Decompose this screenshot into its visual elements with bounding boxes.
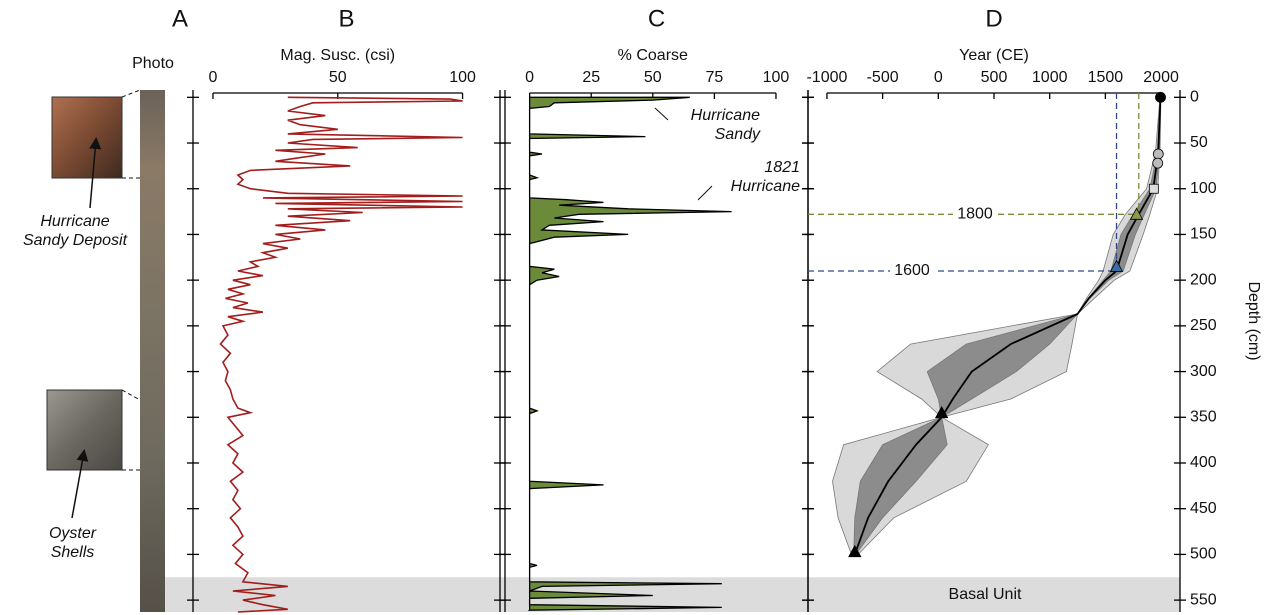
- leader-line: [697, 185, 713, 201]
- date-marker: [1129, 207, 1144, 220]
- date-marker: [1148, 183, 1159, 194]
- x-tick-label: 2000: [1143, 69, 1179, 86]
- depth-tick-label: 400: [1190, 454, 1217, 471]
- x-tick-label: 100: [449, 69, 476, 86]
- photo-inset: [46, 389, 123, 471]
- panel-letter: C: [648, 5, 665, 32]
- coarse-area: [527, 96, 732, 611]
- x-axis-label: Year (CE): [959, 47, 1029, 64]
- arrow: [71, 449, 89, 519]
- depth-tick-label: 350: [1190, 408, 1217, 425]
- x-tick-label: 50: [644, 69, 662, 86]
- x-tick-label: 1500: [1088, 69, 1124, 86]
- x-tick-label: 25: [582, 69, 600, 86]
- depth-tick-label: 150: [1190, 226, 1217, 243]
- photo-label: Photo: [132, 55, 174, 72]
- x-tick-label: 75: [705, 69, 723, 86]
- annotation: Hurricane Sandy: [690, 107, 760, 143]
- x-axis-label: Mag. Susc. (csi): [280, 47, 395, 64]
- annotation: Oyster Shells: [48, 525, 97, 561]
- depth-tick-label: 550: [1190, 591, 1217, 608]
- connector: [121, 89, 141, 98]
- depth-axis-label: Depth (cm): [1245, 281, 1262, 360]
- connector: [121, 389, 141, 401]
- panel-letter: B: [338, 5, 354, 32]
- date-marker: [1109, 259, 1124, 272]
- leader-line: [654, 107, 669, 121]
- depth-tick-label: 100: [1190, 180, 1217, 197]
- reference-label: 1800: [957, 206, 993, 223]
- annotation: Hurricane Sandy Deposit: [22, 213, 128, 249]
- date-marker: [1152, 148, 1164, 160]
- depth-tick-label: 500: [1190, 546, 1217, 563]
- x-tick-label: 0: [209, 69, 218, 86]
- panel-letter: D: [985, 5, 1002, 32]
- date-marker: [848, 544, 862, 558]
- x-tick-label: 100: [763, 69, 790, 86]
- x-tick-label: 0: [525, 69, 534, 86]
- depth-tick-label: 450: [1190, 500, 1217, 517]
- depth-tick-label: 50: [1190, 134, 1208, 151]
- mag-susc-line: [219, 96, 463, 613]
- panel-letter: A: [172, 5, 188, 32]
- x-tick-label: 50: [329, 69, 347, 86]
- depth-tick-label: 0: [1190, 89, 1199, 106]
- core-photo: [140, 90, 165, 612]
- date-marker: [934, 405, 949, 419]
- confidence-band: [853, 96, 1162, 555]
- depth-tick-label: 200: [1190, 271, 1217, 288]
- date-marker: [1152, 157, 1164, 169]
- label-bg: [953, 205, 997, 224]
- x-tick-label: 0: [934, 69, 943, 86]
- x-axis-label: % Coarse: [618, 47, 688, 64]
- reference-label: 1600: [894, 262, 930, 279]
- median-line: [853, 97, 1162, 555]
- x-tick-label: 500: [981, 69, 1008, 86]
- date-marker: [1155, 91, 1166, 103]
- x-tick-label: -500: [867, 69, 899, 86]
- label-bg: [890, 262, 934, 281]
- basal-unit-label: Basal Unit: [949, 586, 1022, 603]
- depth-tick-label: 250: [1190, 317, 1217, 334]
- x-tick-label: -1000: [806, 69, 847, 86]
- arrow: [89, 137, 102, 209]
- x-tick-label: 1000: [1032, 69, 1068, 86]
- photo-inset: [51, 96, 123, 179]
- annotation: 1821 Hurricane: [730, 159, 800, 195]
- depth-tick-label: 300: [1190, 363, 1217, 380]
